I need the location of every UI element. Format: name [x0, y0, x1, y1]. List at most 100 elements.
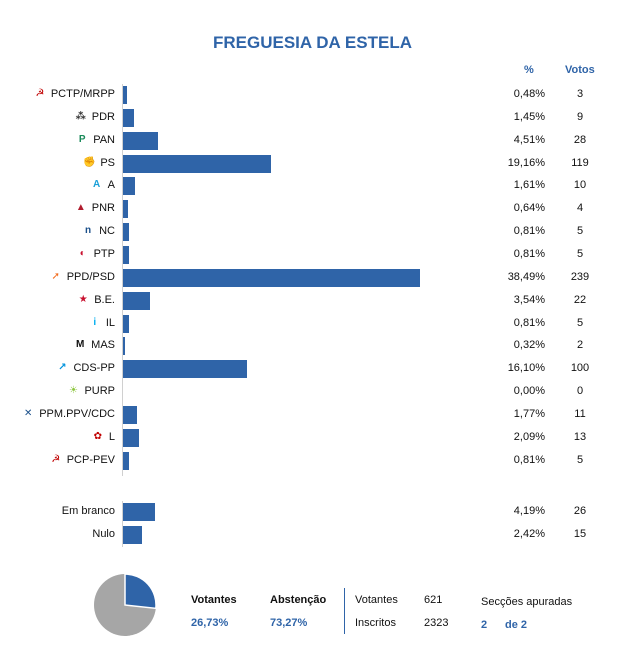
result-row: PTP ◐ 0,81% 5 [0, 244, 635, 267]
result-bar [123, 428, 139, 447]
votes-header: Votos [565, 64, 595, 76]
percent-value: 0,81% [513, 225, 545, 238]
votes-value: 3 [576, 88, 584, 100]
party-label: PS [100, 156, 115, 169]
result-row: Nulo 2,42% 15 [0, 524, 635, 547]
votes-value: 9 [576, 110, 584, 123]
pnr-flame-icon: ▲ [75, 202, 86, 214]
abstencao-percent: 73,27% [270, 617, 308, 629]
votes-value: 10 [573, 179, 587, 192]
votes-value: 0 [576, 385, 584, 398]
be-star-icon: ★ [78, 293, 88, 305]
party-label: PTP [93, 247, 115, 260]
livre-poppy-icon: ✿ [93, 430, 103, 442]
il-icon: i [93, 316, 97, 328]
result-bar [123, 268, 420, 287]
mas-icon: M [75, 339, 85, 351]
party-label: Em branco [61, 505, 115, 517]
party-label: A [107, 179, 115, 192]
party-label: PCP-PEV [66, 453, 115, 466]
result-row: PCP-PEV ☭ 0,81% 5 [0, 450, 635, 473]
alianca-icon: A [93, 179, 101, 191]
party-label: L [108, 430, 115, 443]
result-bar [123, 405, 137, 424]
seccoes-total: de 2 [505, 619, 528, 631]
result-bar [123, 526, 142, 544]
bar-axis [122, 501, 123, 547]
summary-divider [344, 588, 345, 634]
votantes-label: Votantes [191, 594, 237, 606]
result-bar [123, 223, 129, 242]
result-row: A A 1,61% 10 [0, 175, 635, 198]
result-row: L ✿ 2,09% 13 [0, 427, 635, 450]
percent-value: 0,81% [513, 453, 545, 466]
percent-value: 0,64% [513, 202, 545, 215]
party-label: PURP [84, 385, 115, 398]
result-bar [123, 337, 125, 356]
party-label: NC [99, 225, 115, 238]
abstencao-label: Abstenção [270, 594, 327, 606]
party-label: PNR [91, 202, 115, 215]
result-bar [123, 503, 155, 521]
result-row: B.E. ★ 3,54% 22 [0, 290, 635, 313]
pcp-pev-icon: ☭ [51, 453, 61, 465]
party-label: PAN [93, 133, 115, 146]
percent-value: 16,10% [507, 362, 545, 375]
percent-value: 19,16% [507, 156, 545, 169]
pie-slice-votantes [124, 573, 157, 610]
result-row: NC n 0,81% 5 [0, 221, 635, 244]
nos-cidadaos-icon: n [85, 225, 92, 237]
votes-value: 15 [573, 528, 587, 540]
party-label: MAS [91, 339, 115, 352]
seccoes-done: 2 [481, 619, 488, 631]
votes-value: 5 [576, 316, 584, 329]
party-label: Nulo [92, 528, 115, 540]
stars-icon: ⁂ [75, 110, 86, 122]
inscritos-count: 2323 [424, 617, 449, 629]
result-row: PPM.PPV/CDC ✕ 1,77% 11 [0, 404, 635, 427]
result-bar [123, 131, 158, 150]
percent-value: 0,00% [513, 385, 545, 398]
result-row: PDR ⁂ 1,45% 9 [0, 107, 635, 130]
result-row: IL i 0,81% 5 [0, 313, 635, 336]
percent-value: 3,54% [513, 293, 545, 306]
result-bar [123, 200, 128, 219]
result-bar [123, 86, 127, 104]
ps-fist-icon: ✊ [83, 156, 96, 168]
votes-value: 28 [573, 133, 587, 146]
result-bar [123, 451, 129, 470]
percent-value: 0,81% [513, 247, 545, 260]
percent-value: 0,81% [513, 316, 545, 329]
votes-value: 26 [573, 505, 587, 517]
result-row: PNR ▲ 0,64% 4 [0, 198, 635, 221]
page-title: FREGUESIA DA ESTELA [213, 33, 412, 52]
percent-value: 2,42% [513, 528, 545, 540]
votantes-count: 621 [424, 594, 443, 606]
seccoes-label: Secções apuradas [481, 596, 573, 608]
party-label: IL [105, 316, 115, 329]
hammer-sickle-icon: ☭ [35, 88, 45, 99]
party-label: PPD/PSD [66, 270, 115, 283]
votes-value: 11 [574, 407, 586, 420]
result-row: CDS-PP ↗ 16,10% 100 [0, 358, 635, 381]
ppm-icon: ✕ [24, 407, 33, 419]
result-row: Em branco 4,19% 26 [0, 501, 635, 524]
result-bar [123, 360, 247, 379]
votes-value: 4 [576, 202, 584, 215]
votes-value: 119 [571, 156, 589, 169]
result-bar [123, 177, 135, 196]
percent-value: 2,09% [513, 430, 545, 443]
votantes-percent: 26,73% [191, 617, 229, 629]
votes-value: 2 [576, 339, 584, 352]
percent-value: 1,45% [513, 110, 545, 123]
cds-arrow-icon: ↗ [58, 362, 67, 374]
result-row: PAN P 4,51% 28 [0, 130, 635, 153]
votes-value: 13 [573, 430, 587, 443]
votes-value: 5 [576, 453, 584, 466]
percent-header: % [524, 64, 534, 76]
votes-value: 5 [576, 247, 584, 260]
votantes-count-label: Votantes [355, 594, 398, 606]
ptp-icon: ◐ [79, 247, 86, 259]
result-bar [123, 154, 271, 173]
result-row: PCTP/MRPP ☭ 0,48% 3 [0, 84, 635, 107]
